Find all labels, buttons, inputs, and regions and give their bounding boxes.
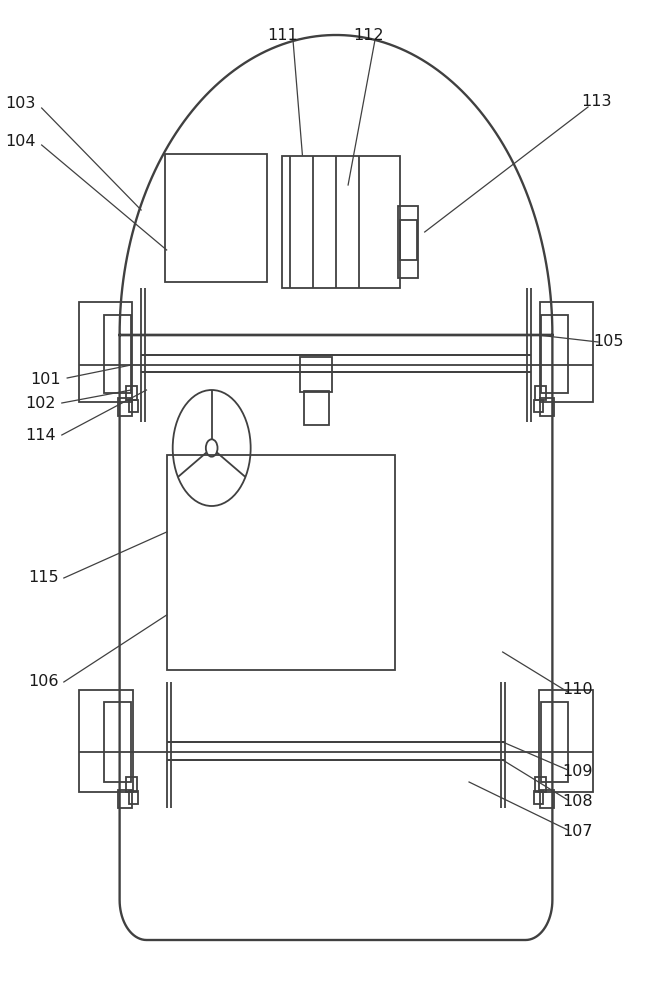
Bar — [541, 702, 568, 782]
Bar — [165, 154, 267, 282]
Text: 111: 111 — [267, 27, 298, 42]
Bar — [118, 790, 132, 808]
Text: 109: 109 — [562, 764, 593, 780]
Bar — [398, 206, 418, 278]
Text: 112: 112 — [353, 27, 384, 42]
Bar — [541, 315, 568, 393]
Bar — [129, 791, 138, 804]
Text: 102: 102 — [25, 395, 56, 410]
Bar — [300, 357, 332, 392]
Text: 101: 101 — [30, 372, 61, 387]
Bar — [79, 302, 132, 402]
Bar — [118, 398, 132, 416]
Text: 113: 113 — [581, 95, 612, 109]
Bar — [539, 690, 593, 792]
Text: 106: 106 — [28, 674, 59, 690]
Bar — [104, 315, 131, 393]
Bar — [126, 777, 137, 792]
Bar — [540, 302, 593, 402]
Bar — [540, 398, 554, 416]
Bar — [129, 400, 138, 412]
Bar — [534, 791, 543, 804]
Bar — [540, 790, 554, 808]
Text: 104: 104 — [5, 134, 36, 149]
Text: 105: 105 — [593, 334, 624, 350]
Bar — [534, 400, 543, 412]
Bar — [79, 690, 133, 792]
Bar — [126, 386, 137, 400]
Text: 108: 108 — [562, 794, 593, 810]
Bar — [104, 702, 131, 782]
Bar — [535, 777, 546, 792]
Bar — [304, 391, 329, 425]
Text: 115: 115 — [28, 570, 59, 585]
Text: 110: 110 — [562, 682, 593, 698]
Bar — [535, 386, 546, 400]
Text: 107: 107 — [562, 824, 593, 840]
Bar — [167, 455, 395, 670]
Bar — [282, 156, 400, 288]
Bar — [400, 220, 417, 260]
Text: 114: 114 — [25, 428, 56, 442]
Text: 103: 103 — [5, 96, 36, 110]
